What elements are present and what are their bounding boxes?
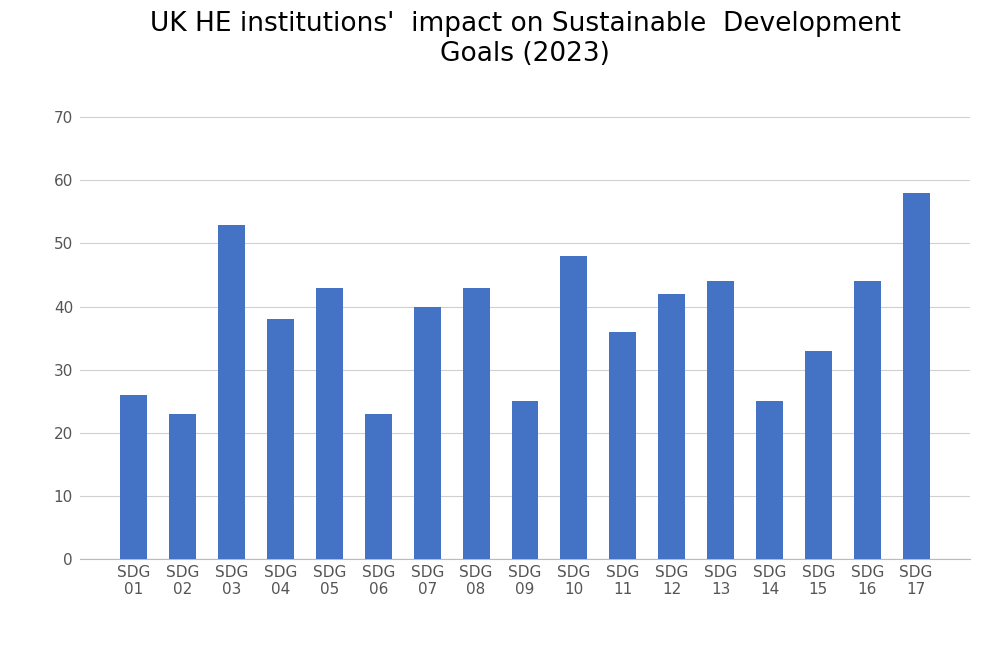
- Bar: [854, 282, 881, 559]
- Bar: [316, 288, 343, 559]
- Bar: [805, 351, 832, 559]
- Bar: [560, 256, 587, 559]
- Bar: [707, 282, 734, 559]
- Bar: [756, 401, 783, 559]
- Bar: [120, 395, 147, 559]
- Bar: [903, 193, 930, 559]
- Bar: [218, 224, 245, 559]
- Bar: [365, 414, 392, 559]
- Bar: [169, 414, 196, 559]
- Bar: [512, 401, 538, 559]
- Title: UK HE institutions'  impact on Sustainable  Development
Goals (2023): UK HE institutions' impact on Sustainabl…: [150, 11, 900, 66]
- Bar: [267, 319, 294, 559]
- Bar: [658, 294, 685, 559]
- Bar: [463, 288, 490, 559]
- Bar: [609, 332, 636, 559]
- Bar: [414, 307, 441, 559]
